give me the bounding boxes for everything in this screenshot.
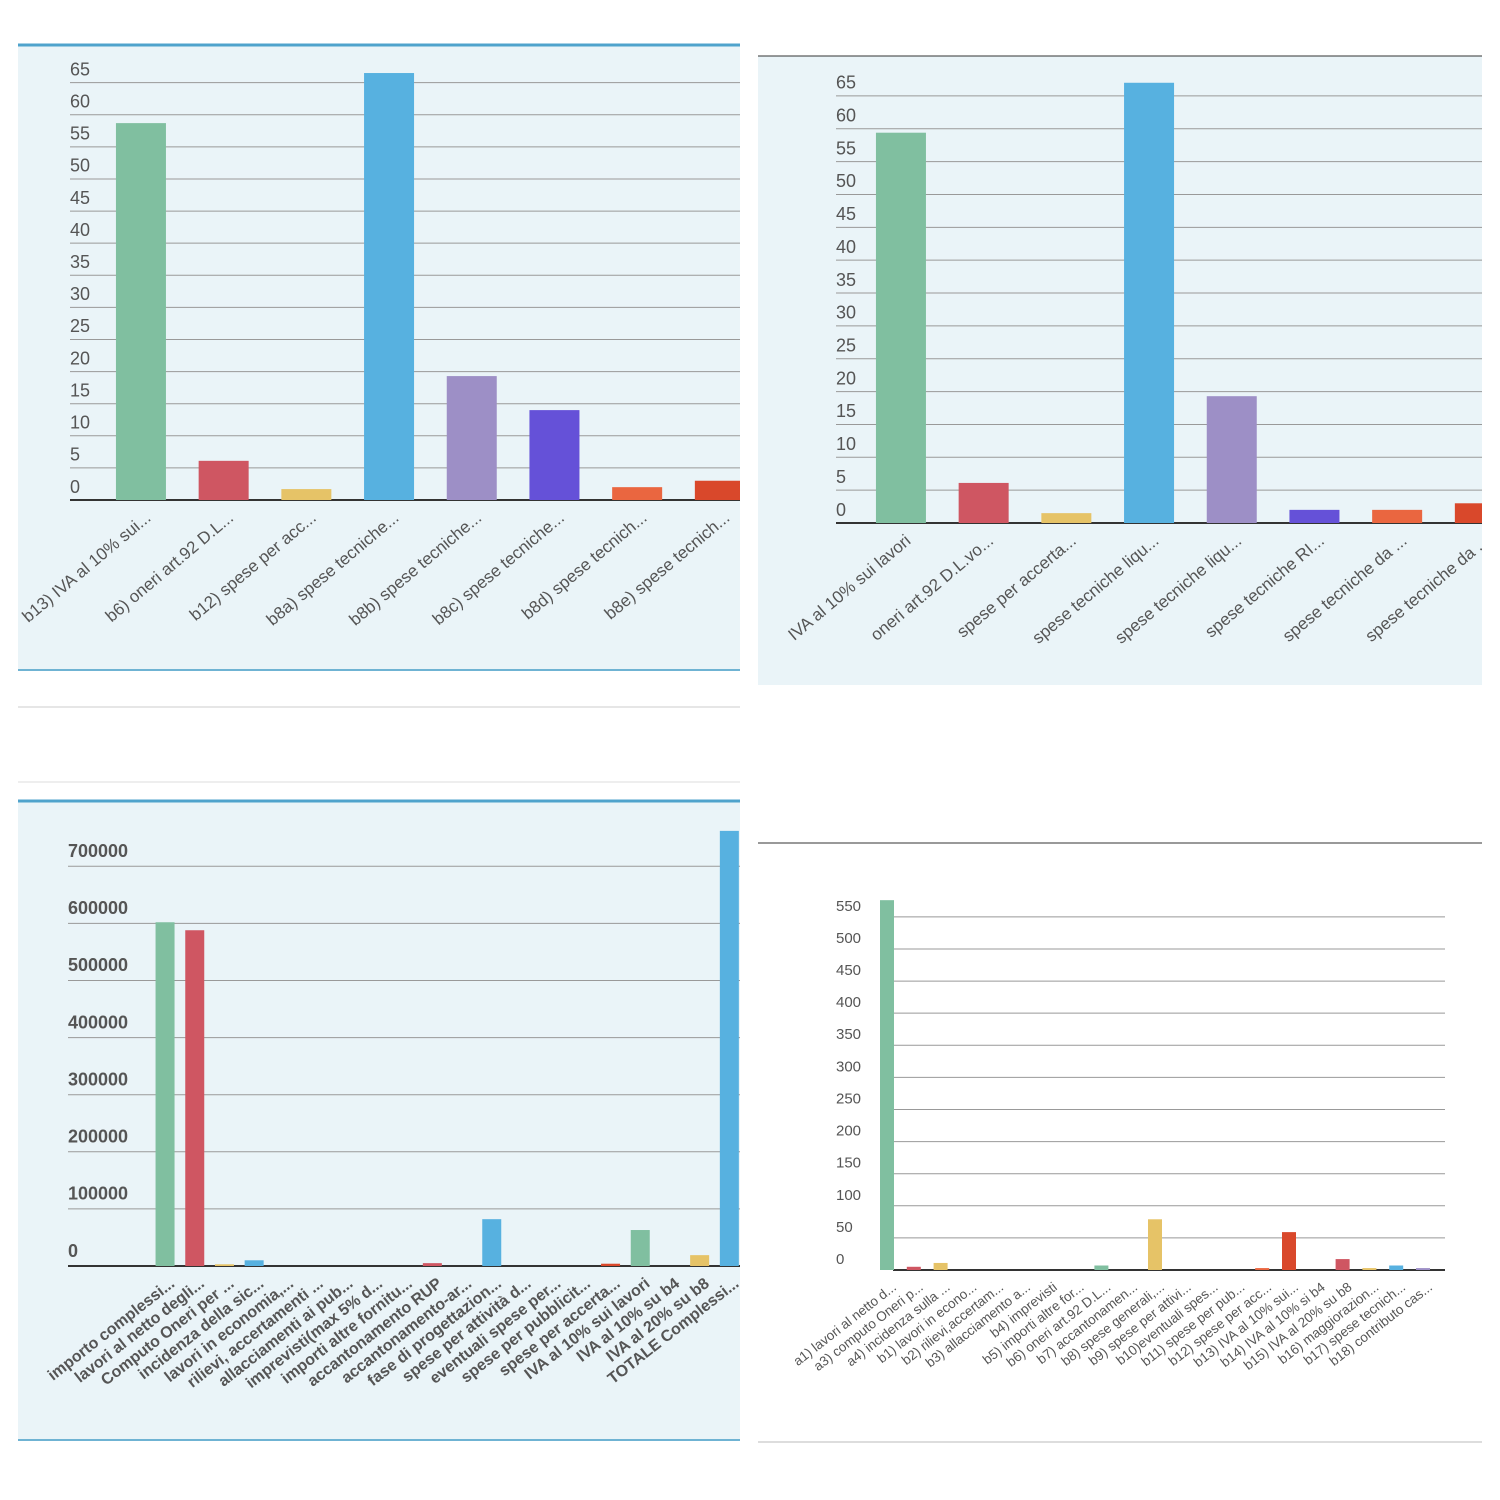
y-tick-label: 20 [70, 348, 90, 368]
bar [214, 1264, 234, 1266]
bar [281, 489, 332, 500]
bar [1148, 1219, 1162, 1270]
y-tick-label: 15 [836, 401, 856, 421]
panel-bg [18, 800, 740, 1440]
bar [1124, 82, 1175, 523]
y-tick-label: 450 [836, 962, 861, 979]
bar [1362, 1268, 1377, 1270]
y-tick-label: 30 [836, 303, 856, 323]
y-tick-label: 300 [836, 1058, 861, 1075]
bar [364, 73, 415, 500]
y-tick-label: 10 [836, 434, 856, 454]
y-tick-label: 200 [836, 1123, 861, 1140]
bar [1255, 1268, 1270, 1270]
bar [690, 1255, 710, 1266]
y-tick-label: 550 [836, 898, 861, 915]
bar [529, 410, 580, 500]
y-tick-label: 40 [836, 237, 856, 257]
y-tick-label: 700000 [68, 841, 128, 861]
bar [115, 123, 166, 500]
y-tick-label: 5 [70, 445, 80, 465]
y-tick-label: 5 [836, 467, 846, 487]
bar [1041, 513, 1092, 523]
bar [244, 1260, 264, 1266]
bar [933, 1262, 948, 1270]
y-tick-label: 65 [836, 73, 856, 93]
y-tick-label: 150 [836, 1155, 861, 1172]
bar [155, 922, 175, 1266]
y-tick-label: 250 [836, 1090, 861, 1107]
y-tick-label: 20 [836, 368, 856, 388]
y-tick-label: 0 [836, 500, 846, 520]
panel-bg [758, 56, 1482, 685]
y-tick-label: 0 [68, 1241, 78, 1261]
y-tick-label: 10 [70, 413, 90, 433]
bar [612, 487, 663, 500]
bar [1389, 1265, 1404, 1270]
y-tick-label: 100000 [68, 1184, 128, 1204]
y-tick-label: 350 [836, 1026, 861, 1043]
bar [185, 930, 205, 1266]
y-tick-label: 0 [836, 1251, 844, 1268]
y-tick-label: 200000 [68, 1127, 128, 1147]
y-tick-label: 500 [836, 930, 861, 947]
y-tick-label: 0 [70, 477, 80, 497]
bar [1282, 1232, 1296, 1270]
y-tick-label: 35 [70, 252, 90, 272]
y-tick-label: 50 [836, 171, 856, 191]
bar [630, 1230, 650, 1266]
y-tick-label: 65 [70, 59, 90, 79]
y-tick-label: 25 [70, 316, 90, 336]
bar [482, 1219, 502, 1266]
bar [906, 1266, 921, 1270]
y-tick-label: 50 [70, 156, 90, 176]
y-tick-label: 600000 [68, 898, 128, 918]
bar [1335, 1259, 1350, 1270]
bar [719, 830, 739, 1266]
bar [1289, 509, 1340, 523]
y-tick-label: 50 [836, 1219, 853, 1236]
y-tick-label: 40 [70, 220, 90, 240]
bar [1454, 503, 1482, 523]
y-tick-label: 35 [836, 270, 856, 290]
bar [601, 1263, 621, 1266]
bar [446, 376, 497, 500]
y-tick-label: 60 [836, 106, 856, 126]
y-tick-label: 55 [836, 138, 856, 158]
bar [198, 460, 249, 500]
y-tick-label: 25 [836, 335, 856, 355]
y-tick-label: 400 [836, 994, 861, 1011]
y-tick-label: 45 [70, 188, 90, 208]
bar [1416, 1268, 1430, 1270]
y-tick-label: 30 [70, 284, 90, 304]
bar [1206, 396, 1257, 523]
bar [1094, 1265, 1109, 1270]
y-tick-label: 60 [70, 92, 90, 112]
y-tick-label: 500000 [68, 955, 128, 975]
y-tick-label: 45 [836, 204, 856, 224]
bar [958, 482, 1009, 523]
y-tick-label: 55 [70, 124, 90, 144]
bar [1372, 509, 1423, 523]
y-tick-label: 400000 [68, 1012, 128, 1032]
bar [875, 132, 926, 523]
y-tick-label: 15 [70, 380, 90, 400]
bar [880, 900, 894, 1270]
bar [694, 480, 740, 500]
y-tick-label: 100 [836, 1187, 861, 1204]
bar [422, 1263, 442, 1266]
y-tick-label: 300000 [68, 1069, 128, 1089]
